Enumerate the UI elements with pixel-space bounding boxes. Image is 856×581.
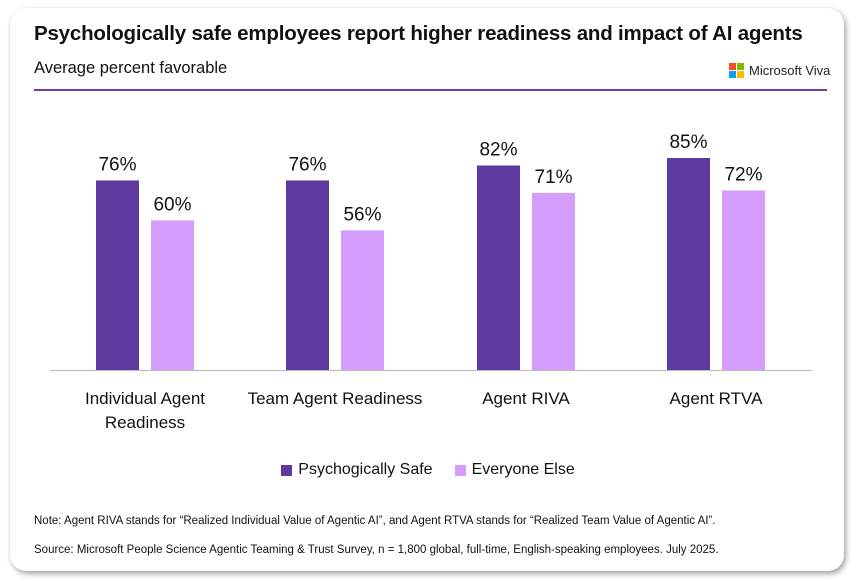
- logo-square-blue: [729, 70, 736, 78]
- data-label: 72%: [724, 164, 762, 185]
- chart-subtitle: Average percent favorable: [34, 59, 228, 77]
- legend-item-psychologically-safe: Psychogically Safe: [281, 461, 433, 479]
- legend-swatch: [454, 464, 466, 476]
- legend-swatch: [281, 464, 293, 476]
- bar-psychologically-safe: [477, 165, 520, 370]
- data-label: 85%: [669, 132, 707, 153]
- data-label: 76%: [288, 154, 326, 175]
- legend-label: Everyone Else: [471, 461, 575, 478]
- logo-square-yellow: [737, 70, 744, 78]
- data-label: 60%: [153, 194, 191, 215]
- x-tick-label: Individual Agent: [85, 389, 205, 408]
- chart-title: Psychologically safe employees report hi…: [34, 22, 803, 45]
- data-label: 82%: [479, 139, 517, 160]
- bar-everyone-else: [532, 192, 575, 370]
- bar-everyone-else: [341, 230, 384, 370]
- legend-item-everyone-else: Everyone Else: [454, 461, 575, 479]
- data-label: 71%: [534, 167, 572, 188]
- bar-everyone-else: [151, 220, 194, 370]
- source-note: Source: Microsoft People Science Agentic…: [34, 544, 719, 556]
- logo-square-green: [737, 62, 744, 70]
- legend: Psychogically Safe Everyone Else: [0, 461, 856, 479]
- header-divider: [34, 89, 827, 91]
- bar-psychologically-safe: [96, 180, 139, 370]
- bar-psychologically-safe: [667, 158, 710, 370]
- footnote: Note: Agent RIVA stands for “Realized In…: [34, 515, 716, 527]
- bar-psychologically-safe: [286, 180, 329, 370]
- data-label: 76%: [98, 154, 136, 175]
- x-tick-label: Agent RTVA: [670, 389, 764, 408]
- brand-name: Microsoft Viva: [749, 62, 831, 78]
- x-tick-label: Readiness: [105, 413, 185, 432]
- brand: Microsoft Viva: [729, 62, 830, 78]
- bar-everyone-else: [722, 190, 765, 370]
- microsoft-logo-icon: [729, 62, 744, 78]
- logo-square-red: [729, 62, 736, 70]
- x-tick-label: Agent RIVA: [482, 389, 570, 408]
- x-tick-label: Team Agent Readiness: [248, 389, 423, 408]
- legend-label: Psychogically Safe: [298, 461, 433, 478]
- data-label: 56%: [343, 204, 381, 225]
